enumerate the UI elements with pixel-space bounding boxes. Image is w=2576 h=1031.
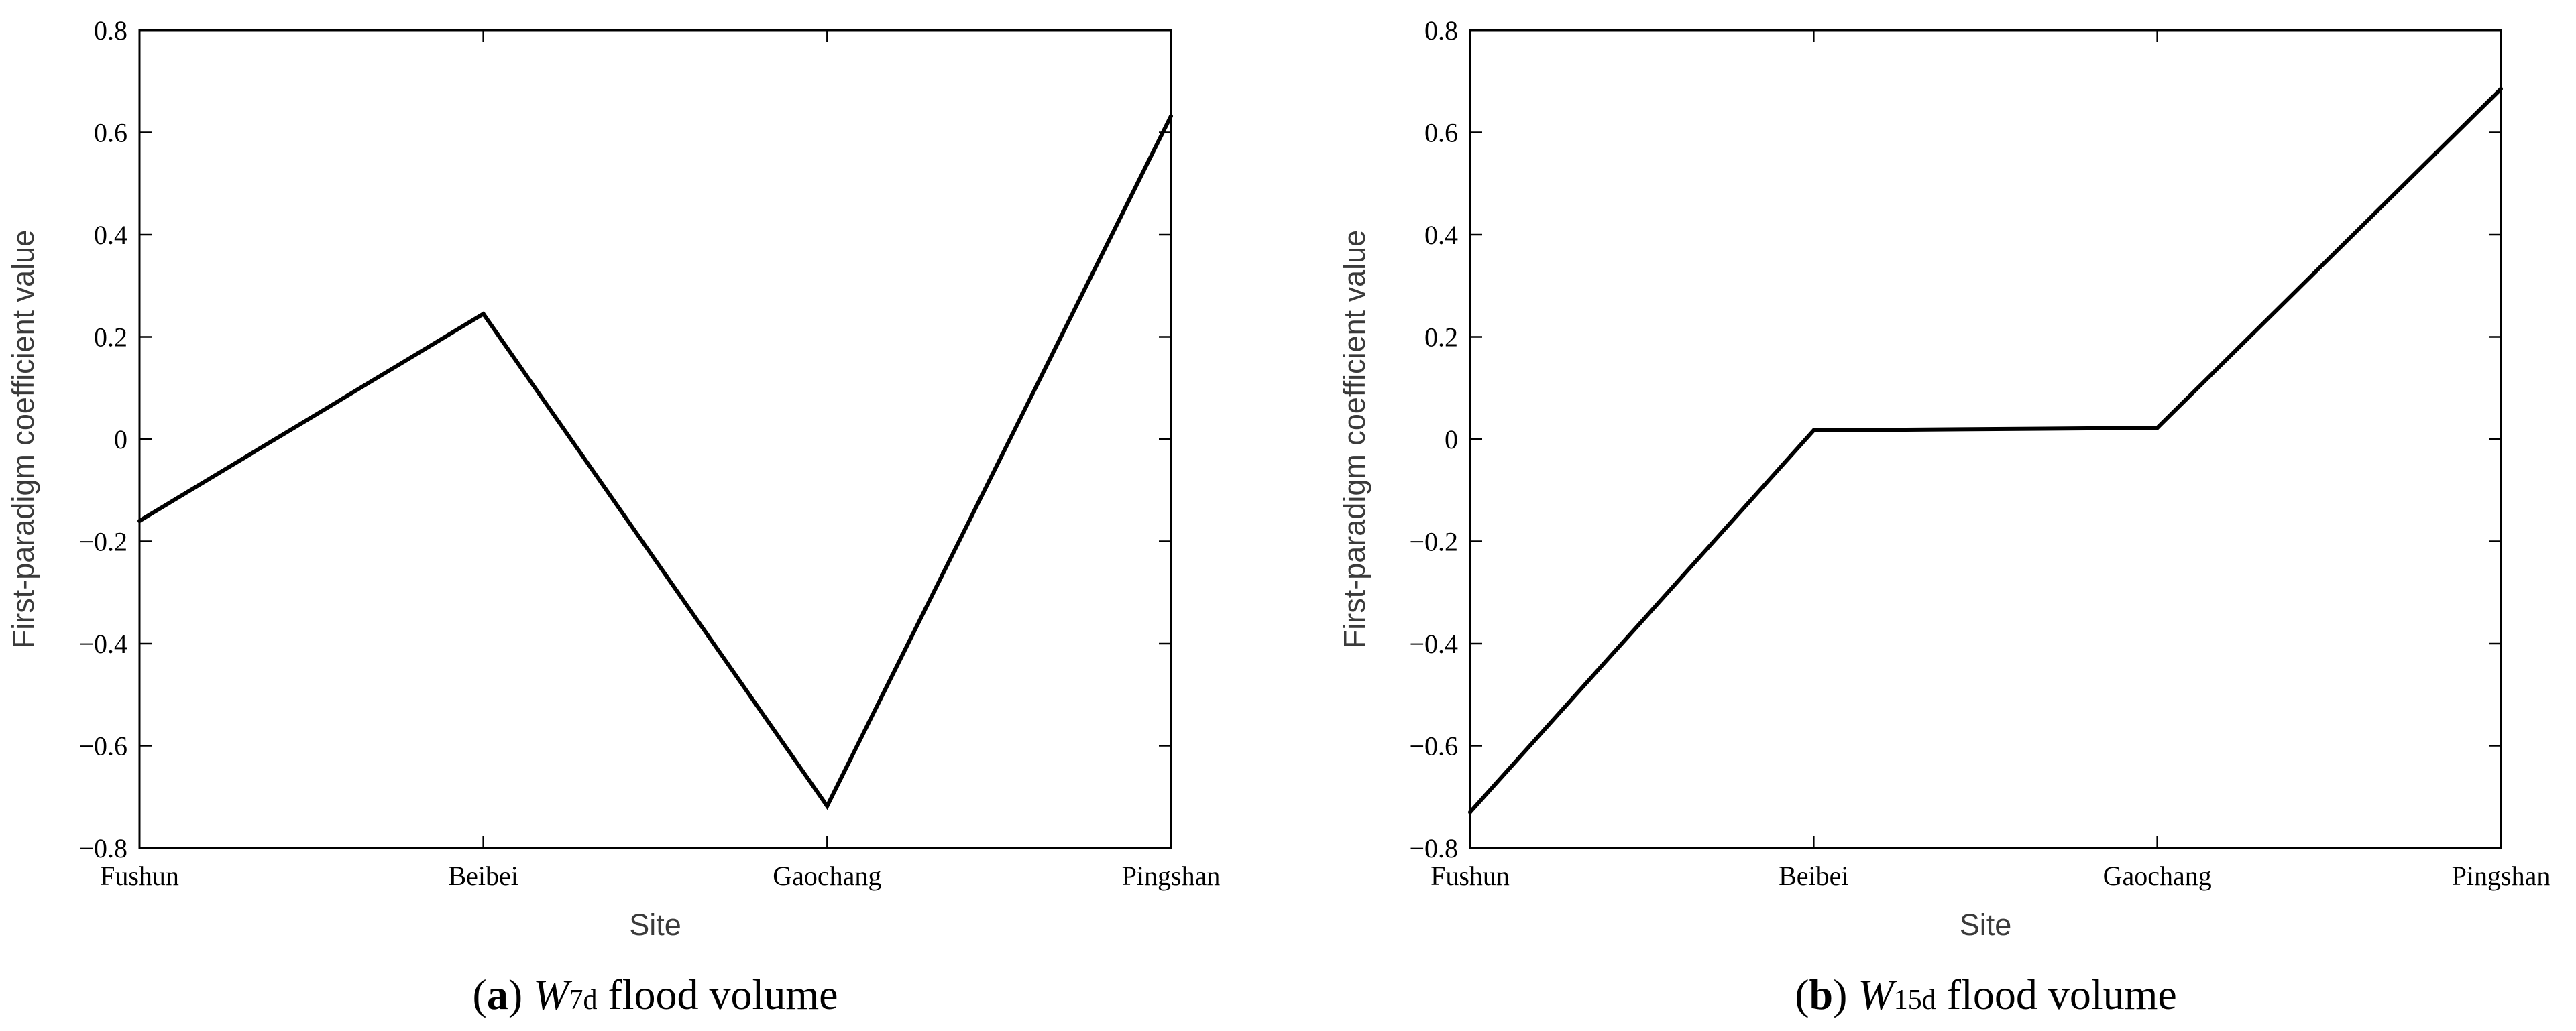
panel-b-data-point	[1468, 810, 1472, 814]
panel-a: First-paradigm coefficient value Site (a…	[6, 15, 1220, 1018]
panel-b-series-line	[1468, 87, 2503, 814]
panel-a-caption-suffix: flood volume	[597, 971, 838, 1018]
panel-b-caption-var: W	[1858, 971, 1897, 1018]
panel-a-data-point	[481, 312, 486, 316]
panel-b-data-point	[2155, 426, 2160, 430]
panel-b-caption-letter: b	[1809, 971, 1834, 1018]
panel-b-ytick-label: −0.2	[1409, 527, 1458, 557]
panel-b-caption: (b) W15d flood volume	[1795, 971, 2177, 1018]
panel-a-ytick-label: −0.6	[78, 731, 127, 762]
panel-a-ytick-label: 0	[114, 424, 127, 454]
panel-b-ytick-label: −0.8	[1409, 833, 1458, 863]
panel-a-xtick-label: Gaochang	[773, 861, 881, 891]
panel-a-xtick-label: Pingshan	[1122, 861, 1221, 891]
panel-a-ytick-label: 0.6	[94, 118, 127, 148]
panel-b-ytick-label: 0.4	[1424, 220, 1458, 250]
panel-a-data-point	[825, 804, 830, 808]
panel-a-caption: (a) W7d flood volume	[473, 971, 838, 1018]
panel-b-xtick-label: Fushun	[1431, 861, 1510, 891]
panel-b-ytick-label: 0.2	[1424, 322, 1458, 353]
panel-b-ytick-label: 0.6	[1424, 118, 1458, 148]
panel-b-ytick-label: 0	[1445, 424, 1458, 454]
panel-b-xtick-label: Pingshan	[2452, 861, 2551, 891]
panel-b-data-point	[2499, 86, 2503, 91]
panel-a-xlabel: Site	[629, 908, 681, 942]
panel-a-ytick-label: −0.4	[78, 629, 127, 659]
panel-b-xtick-label: Gaochang	[2103, 861, 2212, 891]
panel-a-plot-frame	[138, 29, 1172, 849]
panel-b-data-point	[1811, 428, 1816, 433]
panel-a-series-line	[138, 115, 1173, 810]
panel-a-xtick-label: Fushun	[100, 861, 179, 891]
panel-a-caption-var: W	[533, 971, 573, 1018]
panel-b-plot-frame	[1469, 29, 2502, 849]
panel-a-caption-sub: 7d	[569, 985, 597, 1016]
panel-b-xtick-label: Beibei	[1779, 861, 1848, 891]
panel-b-ylabel: First-paradigm coefficient value	[1337, 230, 1371, 648]
panel-a-ytick-label: 0.4	[94, 220, 127, 250]
panel-a-data-point	[1169, 114, 1173, 119]
panel-a-caption-letter: a	[487, 971, 508, 1018]
panel-b-ytick-label: 0.8	[1424, 15, 1458, 46]
panel-b-xlabel: Site	[1960, 908, 2012, 942]
panel-b: First-paradigm coefficient value Site (b…	[1337, 15, 2550, 1018]
panel-a-ytick-label: 0.8	[94, 15, 127, 46]
panel-a-ylabel: First-paradigm coefficient value	[6, 230, 40, 648]
panel-b-ytick-label: −0.6	[1409, 731, 1458, 762]
panel-b-caption-suffix: flood volume	[1936, 971, 2177, 1018]
panel-b-caption-sub: 15d	[1894, 985, 1936, 1016]
panel-a-xtick-label: Beibei	[448, 861, 518, 891]
panel-a-ytick-label: −0.8	[78, 833, 127, 863]
panel-a-ytick-label: −0.2	[78, 527, 127, 557]
panel-a-data-point	[137, 519, 142, 523]
panel-b-ytick-label: −0.4	[1409, 629, 1458, 659]
panel-a-ytick-label: 0.2	[94, 322, 127, 353]
